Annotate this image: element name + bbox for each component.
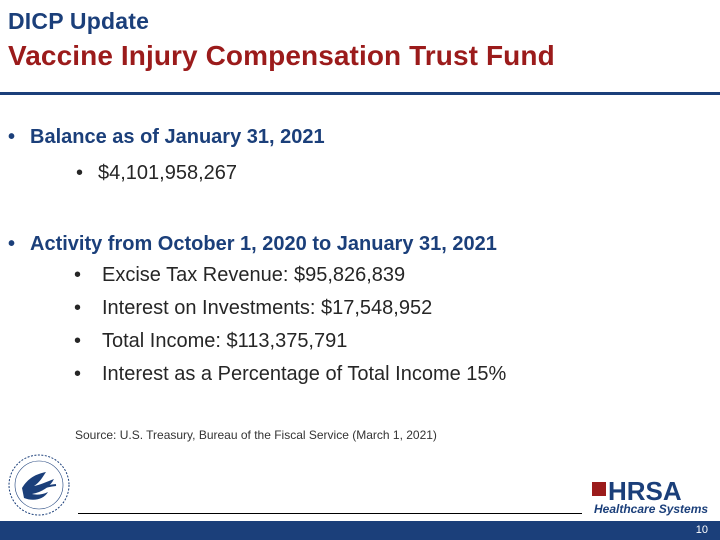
activity-item-text: Total Income: $113,375,791 — [102, 330, 348, 352]
balance-amount-text: $4,101,958,267 — [98, 162, 238, 184]
activity-heading: • Activity from October 1, 2020 to Januar… — [8, 233, 497, 256]
hhs-seal-logo — [8, 454, 70, 516]
bullet-icon: • — [74, 330, 82, 352]
bullet-icon: • — [8, 126, 16, 148]
activity-item-text: Interest on Investments: $17,548,952 — [102, 297, 433, 319]
bullet-icon: • — [74, 297, 82, 319]
activity-item-text: Interest as a Percentage of Total Income… — [102, 363, 507, 385]
bullet-icon: • — [74, 363, 82, 385]
hrsa-logo: HRSA Healthcare Systems — [592, 476, 716, 520]
slide-header: DICP Update Vaccine Injury Compensation … — [0, 0, 720, 95]
slide-title: Vaccine Injury Compensation Trust Fund — [8, 40, 555, 71]
page-number: 10 — [695, 524, 708, 536]
activity-item: • Interest on Investments: $17,548,952 — [74, 297, 432, 320]
slide-eyebrow: DICP Update — [8, 8, 150, 34]
source-note: Source: U.S. Treasury, Bureau of the Fis… — [75, 428, 437, 442]
footer-band — [0, 521, 720, 540]
activity-item: • Excise Tax Revenue: $95,826,839 — [74, 264, 405, 287]
activity-item: • Interest as a Percentage of Total Incom… — [74, 363, 506, 386]
balance-heading-text: Balance as of January 31, 2021 — [30, 126, 325, 148]
hrsa-wordmark: HRSA — [608, 476, 682, 506]
activity-item: • Total Income: $113,375,791 — [74, 330, 347, 353]
bullet-icon: • — [8, 233, 16, 255]
footer-divider — [78, 513, 582, 514]
hrsa-subtitle: Healthcare Systems — [594, 502, 709, 516]
activity-heading-text: Activity from October 1, 2020 to January… — [30, 233, 497, 255]
balance-amount: • $4,101,958,267 — [76, 162, 237, 185]
activity-item-text: Excise Tax Revenue: $95,826,839 — [102, 264, 406, 286]
balance-heading: • Balance as of January 31, 2021 — [8, 126, 325, 149]
header-divider — [0, 92, 720, 95]
hrsa-emblem-icon — [592, 482, 606, 496]
bullet-icon: • — [74, 264, 82, 286]
bullet-icon: • — [76, 162, 84, 184]
